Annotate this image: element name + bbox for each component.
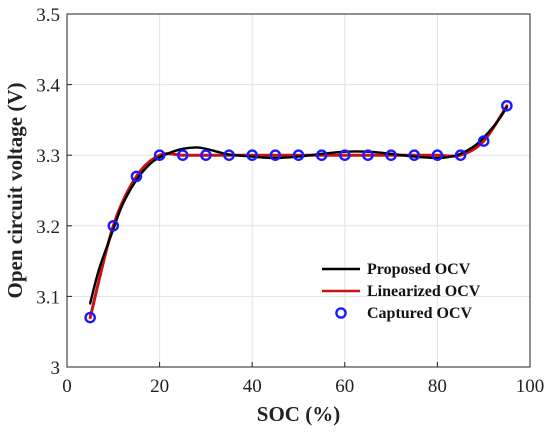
data-point bbox=[385, 149, 397, 161]
x-axis-label: SOC (%) bbox=[257, 402, 340, 426]
data-point bbox=[84, 311, 96, 324]
legend-label-proposed-ocv: Proposed OCV bbox=[367, 261, 471, 278]
data-point bbox=[200, 149, 212, 161]
data-point bbox=[107, 219, 120, 232]
x-tick-label: 100 bbox=[516, 376, 545, 397]
y-tick-label: 3.3 bbox=[36, 146, 60, 167]
legend: Proposed OCV Linearized OCV Captured OCV bbox=[322, 261, 481, 322]
legend-label-linearized-ocv: Linearized OCV bbox=[367, 283, 481, 300]
x-tick-label: 0 bbox=[62, 376, 72, 397]
y-tick-label: 3.1 bbox=[36, 287, 60, 308]
y-axis-label: Open circuit voltage (V) bbox=[3, 83, 27, 299]
x-tick-label: 60 bbox=[335, 376, 354, 397]
x-tick-label: 40 bbox=[243, 376, 262, 397]
data-point bbox=[431, 149, 444, 161]
data-point bbox=[223, 149, 235, 161]
data-point bbox=[246, 149, 258, 161]
legend-label-captured-ocv: Captured OCV bbox=[367, 305, 472, 322]
data-point bbox=[501, 99, 513, 112]
data-point bbox=[454, 149, 467, 161]
series-line-linearized-ocv bbox=[88, 104, 509, 320]
tick-layer: 0 20 40 60 80 100 3 3.1 3.2 3.3 3.4 3.5 bbox=[36, 5, 544, 397]
data-point bbox=[292, 149, 305, 161]
data-point bbox=[362, 149, 374, 161]
data-point bbox=[477, 135, 490, 147]
data-point bbox=[315, 149, 328, 161]
plot-frame bbox=[66, 13, 531, 368]
y-tick-label: 3.5 bbox=[36, 5, 60, 26]
y-tick-label: 3.2 bbox=[36, 217, 60, 238]
data-point bbox=[176, 149, 189, 161]
data-point bbox=[153, 149, 166, 161]
y-tick-label: 3.4 bbox=[36, 76, 60, 97]
data-point bbox=[338, 149, 351, 161]
x-tick-label: 20 bbox=[150, 376, 169, 397]
legend-swatch-captured-ocv bbox=[335, 307, 347, 319]
data-point bbox=[408, 149, 421, 161]
data-point bbox=[269, 149, 282, 161]
series-layer bbox=[84, 99, 513, 324]
y-tick-label: 3 bbox=[51, 358, 61, 379]
x-tick-label: 80 bbox=[428, 376, 447, 397]
data-point bbox=[130, 170, 143, 183]
